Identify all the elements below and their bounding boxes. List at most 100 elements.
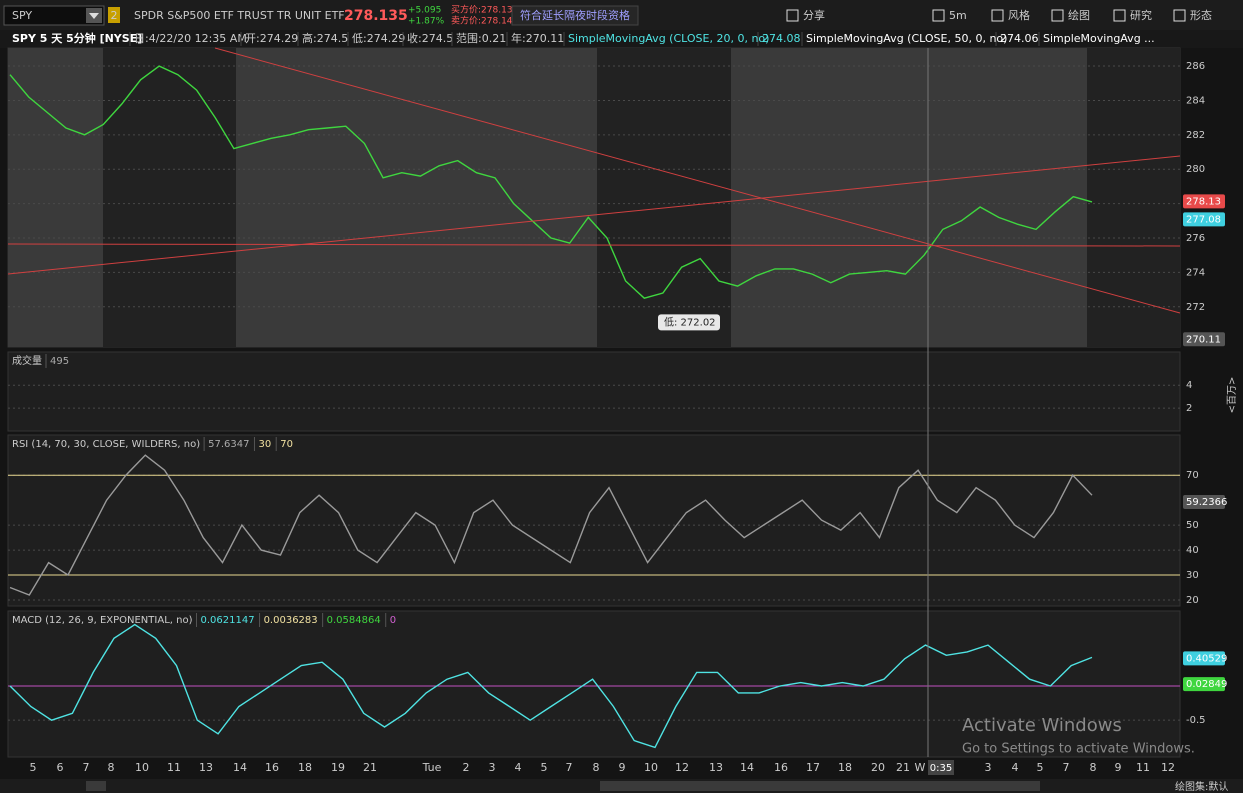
x-tick-label: 20 (871, 761, 885, 774)
x-tick-label: 14 (740, 761, 754, 774)
info-item: SimpleMovingAvg (CLOSE, 50, 0, no) (806, 32, 1007, 45)
toolbar-buttons: 分享 5m 风格 绘图 研究 形态 (783, 6, 1224, 25)
extended-button[interactable] (511, 5, 639, 26)
x-tick-label: 8 (1090, 761, 1097, 774)
info-item: SimpleMovingAvg ... (1043, 32, 1155, 45)
x-tick-label: 3 (985, 761, 992, 774)
y-tick-label: 276 (1186, 233, 1205, 244)
button-label: 形态 (1190, 9, 1212, 22)
x-tick-label: 12 (1161, 761, 1175, 774)
scroll-left[interactable] (86, 781, 106, 791)
x-tick-label: 11 (1136, 761, 1150, 774)
x-tick-label: 18 (298, 761, 312, 774)
info-item: 274.06 (1000, 32, 1039, 45)
badge-text: 2 (111, 9, 118, 22)
price-label-box (1183, 495, 1225, 510)
x-tick-label: 7 (1063, 761, 1070, 774)
y-tick-label: 20 (1186, 595, 1199, 606)
toolbar-button[interactable] (988, 6, 1042, 25)
pane (7, 434, 1181, 607)
readout: 0.0036283 (264, 615, 318, 626)
x-tick-label: 17 (806, 761, 820, 774)
info-bar (0, 30, 1243, 48)
y-tick-label: 30 (1186, 570, 1199, 581)
y-tick-label: 274 (1186, 267, 1205, 278)
price-label: 277.08 (1186, 214, 1221, 225)
change: +5.095 (408, 6, 441, 16)
ask: 卖方价:278.14 (451, 15, 513, 27)
y-tick-label: 280 (1186, 164, 1205, 175)
symbol-input[interactable] (3, 5, 105, 26)
price-label: 278.13 (1186, 196, 1221, 207)
x-tick-label: 10 (644, 761, 658, 774)
y-tick-label: 4 (1186, 380, 1192, 391)
info-item: 收:274.5 (407, 31, 453, 45)
button-icon (1173, 9, 1186, 22)
info-items: SPY 5 天 5分钟 [NYSE]日:4/22/20 12:35 AM开:27… (12, 31, 1155, 46)
x-tick-label: 19 (331, 761, 345, 774)
toolbar-button[interactable] (929, 6, 983, 25)
unit-label: <百万> (1226, 377, 1238, 414)
price-label: 59.2366 (1186, 497, 1227, 508)
info-item: 低:274.29 (352, 32, 405, 45)
toolbar-button[interactable] (1048, 6, 1102, 25)
trendline (214, 47, 1181, 314)
toolbar-button[interactable] (783, 6, 837, 25)
change-pct: +1.87% (408, 17, 445, 27)
x-tick-label: 16 (265, 761, 279, 774)
session-shade (1087, 48, 1180, 347)
y-tick-label: 284 (1186, 95, 1205, 106)
price-label-box (1183, 332, 1225, 347)
drawing-set: 绘图集:默认 (1175, 780, 1228, 793)
info-item: 日:4/22/20 12:35 AM (134, 32, 247, 45)
price-label: 270.11 (1186, 334, 1221, 345)
button-label: 风格 (1008, 8, 1030, 22)
time-box (928, 760, 954, 775)
button-label: 分享 (803, 8, 825, 22)
link-badge[interactable] (108, 7, 120, 23)
info-item: 开:274.29 (245, 32, 298, 45)
pane (7, 351, 1181, 432)
button-icon (786, 9, 799, 22)
x-tick-label: 13 (199, 761, 213, 774)
series-line (9, 454, 1093, 596)
x-tick-label: 13 (709, 761, 723, 774)
button-icon (991, 9, 1004, 22)
x-tick-label: 9 (619, 761, 626, 774)
x-tick-label: 4 (1012, 761, 1019, 774)
button-icon (1051, 9, 1064, 22)
x-tick-label: 8 (593, 761, 600, 774)
time-label: 0:35 (930, 763, 952, 774)
readout: 0.0621147 (200, 615, 254, 626)
scrollbar-thumb[interactable] (600, 781, 1040, 791)
trendline (7, 155, 1181, 275)
series-line (9, 65, 1093, 299)
y-tick-label: 286 (1186, 61, 1205, 72)
x-tick-label: 21 (896, 761, 910, 774)
x-tick-label: W (915, 761, 926, 774)
info-item: 年:270.11 (511, 31, 564, 45)
x-tick-label: 9 (1115, 761, 1122, 774)
price-label-box (1183, 194, 1225, 209)
price-label: 0.40529 (1186, 653, 1227, 664)
trendline (7, 243, 1181, 247)
price-label: 0.02849 (1186, 679, 1227, 690)
y-tick-label: -0.5 (1186, 715, 1206, 726)
x-tick-label: 3 (489, 761, 496, 774)
y-tick-label: 70 (1186, 470, 1199, 481)
toolbar-button[interactable] (1170, 6, 1224, 25)
pane-title: RSI (14, 70, 30, CLOSE, WILDERS, no) (12, 439, 200, 450)
x-tick-label: 14 (233, 761, 247, 774)
series-line (9, 623, 1093, 749)
x-tick-label: 8 (108, 761, 115, 774)
y-tick-label: 40 (1186, 545, 1199, 556)
last-price: 278.135 (344, 8, 408, 24)
extended-label: 符合延长隔夜时段资格 (520, 8, 630, 22)
x-tick-label: 21 (363, 761, 377, 774)
y-tick-label: 50 (1186, 520, 1199, 531)
y-tick-label: 2 (1186, 403, 1192, 414)
watermark-title: Activate Windows (962, 715, 1122, 736)
toolbar-button[interactable] (1110, 6, 1164, 25)
